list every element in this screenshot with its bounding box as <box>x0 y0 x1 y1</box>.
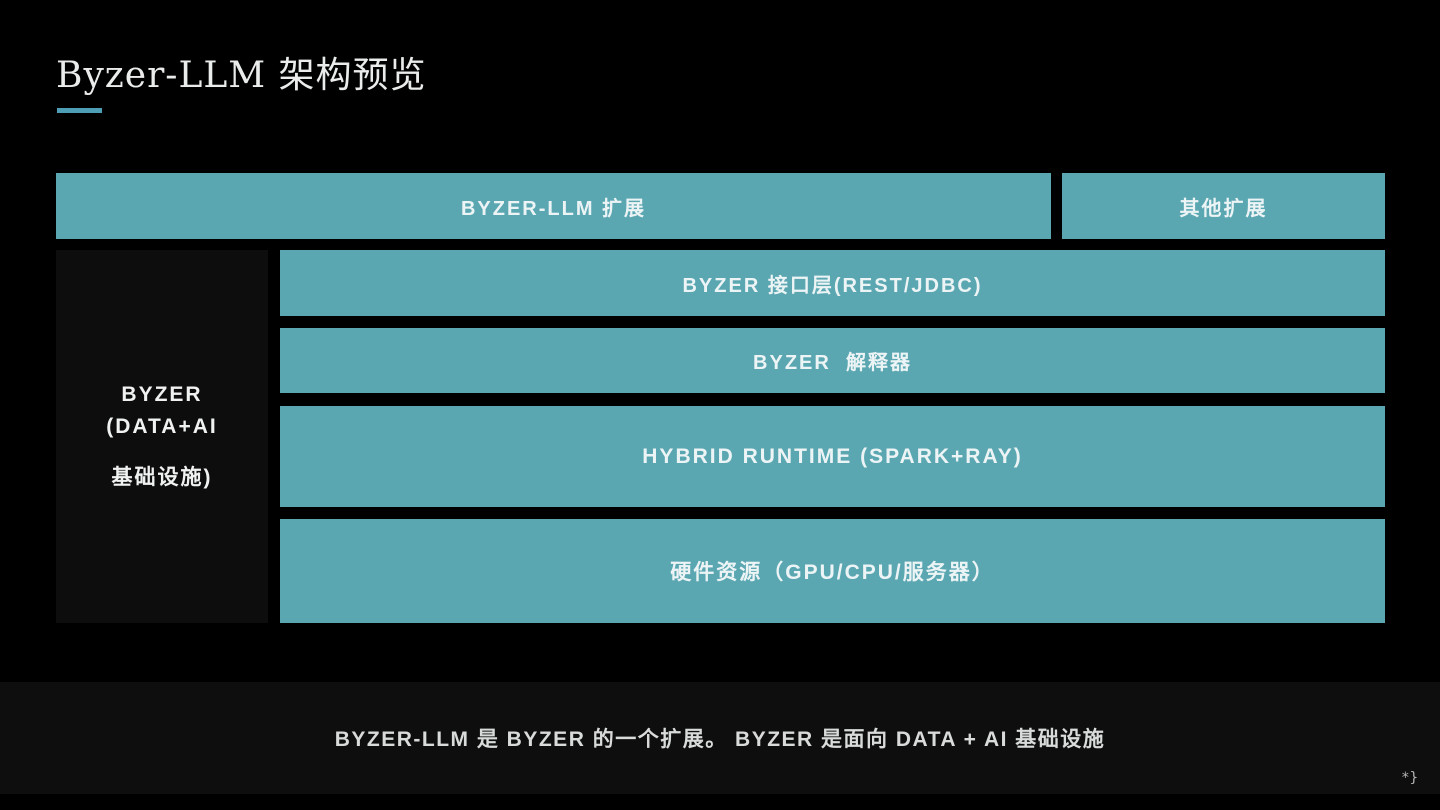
diagram-box-label: BYZER-LLM 扩展 <box>460 197 647 220</box>
diagram-box-label: 硬件资源（GPU/CPU/服务器） <box>670 561 995 584</box>
diagram-box-byzer-llm-extension: BYZER-LLM 扩展 <box>56 173 1051 239</box>
diagram-box-label-line: BYZER <box>121 383 203 406</box>
diagram-box-label: BYZER 接口层(REST/JDBC) <box>682 274 983 297</box>
diagram-box-interpreter: BYZER 解释器 <box>280 328 1385 393</box>
diagram-box-label: BYZER 解释器 <box>753 352 912 374</box>
footer-bar: BYZER-LLM 是 BYZER 的一个扩展。 BYZER 是面向 DATA … <box>0 682 1440 794</box>
diagram-box-interface-layer: BYZER 接口层(REST/JDBC) <box>280 250 1385 316</box>
diagram-box-label: HYBRID RUNTIME (SPARK+RAY) <box>642 444 1023 468</box>
diagram-box-label-line: (DATA+AI <box>106 415 218 438</box>
diagram-box-label-line: 基础设施) <box>111 466 213 489</box>
page-mark: *} <box>1401 770 1418 786</box>
diagram-box-hardware-resources: 硬件资源（GPU/CPU/服务器） <box>280 519 1385 623</box>
diagram-box-byzer-infra: BYZER (DATA+AI 基础设施) <box>56 250 268 623</box>
diagram-box-other-extensions: 其他扩展 <box>1062 173 1385 239</box>
title-underline-accent <box>57 108 102 113</box>
diagram-box-label: 其他扩展 <box>1179 197 1268 220</box>
footer-note: BYZER-LLM 是 BYZER 的一个扩展。 BYZER 是面向 DATA … <box>334 728 1106 751</box>
page-title: Byzer-LLM 架构预览 <box>56 55 427 96</box>
diagram-box-hybrid-runtime: HYBRID RUNTIME (SPARK+RAY) <box>280 406 1385 507</box>
